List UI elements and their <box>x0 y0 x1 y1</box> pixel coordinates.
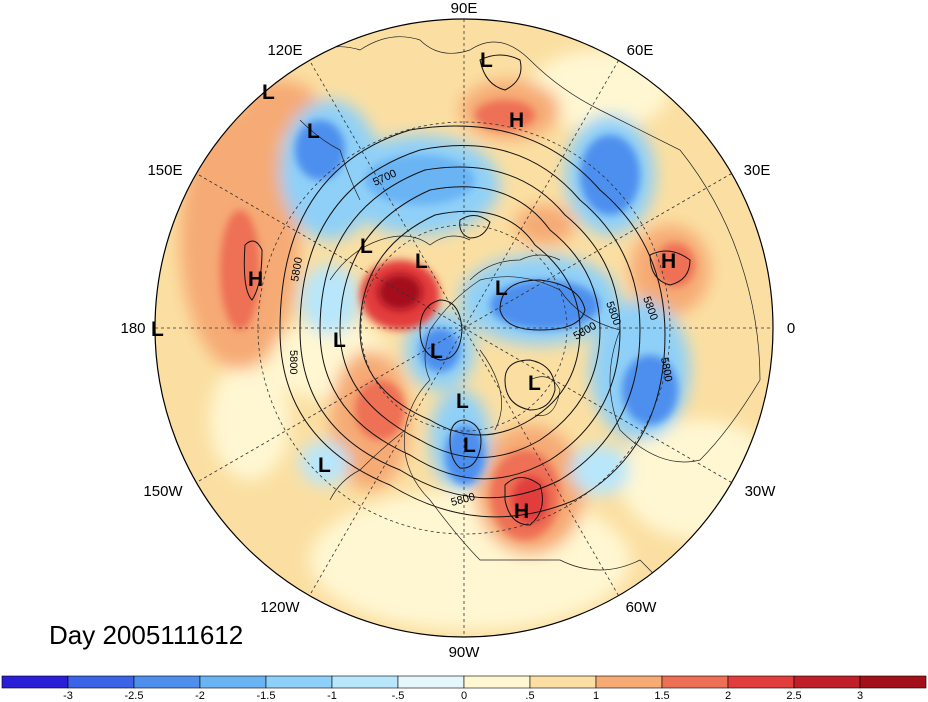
colorbar-swatch <box>397 675 465 689</box>
colorbar-tick-label: -2.5 <box>125 690 144 702</box>
longitude-labels: 90E 60E 30E 0 30W 60W 90W 120W 150W 180 … <box>120 0 795 661</box>
colorbar-swatch <box>265 675 333 689</box>
colorbar-swatch <box>331 675 399 689</box>
colorbar-swatch <box>529 675 597 689</box>
high-center-marker: H <box>509 109 524 132</box>
low-center-marker: L <box>262 81 275 104</box>
low-center-marker: L <box>528 372 541 395</box>
low-center-marker: L <box>430 340 443 363</box>
graticule <box>155 19 773 637</box>
colorbar-swatch <box>199 675 267 689</box>
colorbar-tick-label: .5 <box>525 690 534 702</box>
low-center-marker: L <box>333 329 346 352</box>
lon-label-120w: 120W <box>260 599 300 616</box>
high-center-marker: H <box>514 500 529 523</box>
lon-label-90e: 90E <box>451 0 478 17</box>
colorbar-tick-label: -1 <box>327 690 337 702</box>
date-title: Day 2005111612 <box>49 620 244 650</box>
low-center-marker: L <box>151 318 164 341</box>
contour-label: 5800 <box>287 350 299 374</box>
colorbar-swatch <box>793 675 861 689</box>
colorbar-swatch <box>727 675 795 689</box>
contour-label: 5800 <box>289 256 305 282</box>
low-center-marker: L <box>480 49 493 72</box>
colorbar: -3 -2.5 -2 -1.5 -1 -.5 0 .5 1 1.5 2 2.5 3 <box>1 675 927 702</box>
low-center-marker: L <box>360 235 373 258</box>
colorbar-tick-label: 0 <box>461 690 467 702</box>
colorbar-swatch <box>67 675 135 689</box>
low-center-marker: L <box>415 250 428 273</box>
lon-label-60w: 60W <box>626 599 658 616</box>
low-center-marker: L <box>495 277 508 300</box>
pressure-centers: L H L L H L L H L L L L L L L L H <box>151 49 676 523</box>
colorbar-swatch <box>133 675 201 689</box>
low-center-marker: L <box>456 390 469 413</box>
high-center-marker: H <box>661 250 676 273</box>
lon-label-120e: 120E <box>267 42 302 59</box>
lon-label-30e: 30E <box>744 162 771 179</box>
lon-label-180: 180 <box>120 320 145 337</box>
anomaly-field <box>155 19 773 637</box>
colorbar-tick-label: -.5 <box>392 690 405 702</box>
lon-label-60e: 60E <box>627 42 654 59</box>
colorbar-swatch <box>463 675 531 689</box>
colorbar-swatch <box>661 675 729 689</box>
colorbar-tick-label: 1 <box>593 690 599 702</box>
height-contours <box>243 54 691 526</box>
colorbar-tick-label: 2 <box>725 690 731 702</box>
lon-label-90w: 90W <box>449 644 481 661</box>
low-center-marker: L <box>318 454 331 477</box>
colorbar-swatch <box>859 675 927 689</box>
lon-label-150e: 150E <box>147 162 182 179</box>
high-center-marker: H <box>248 268 263 291</box>
lon-label-150w: 150W <box>143 483 183 500</box>
colorbar-tick-label: -1.5 <box>257 690 276 702</box>
colorbar-tick-label: 2.5 <box>786 690 801 702</box>
map-boundary <box>154 18 774 638</box>
colorbar-swatch <box>595 675 663 689</box>
contour-label: 5800 <box>658 356 674 382</box>
colorbar-tick-label: -2 <box>195 690 205 702</box>
colorbar-tick-label: 1.5 <box>654 690 669 702</box>
low-center-marker: L <box>463 434 476 457</box>
colorbar-tick-label: -3 <box>63 690 73 702</box>
colorbar-swatch <box>1 675 69 689</box>
colorbar-tick-label: 3 <box>857 690 863 702</box>
lon-label-0: 0 <box>787 320 795 337</box>
lon-label-30w: 30W <box>745 483 777 500</box>
low-center-marker: L <box>307 120 320 143</box>
